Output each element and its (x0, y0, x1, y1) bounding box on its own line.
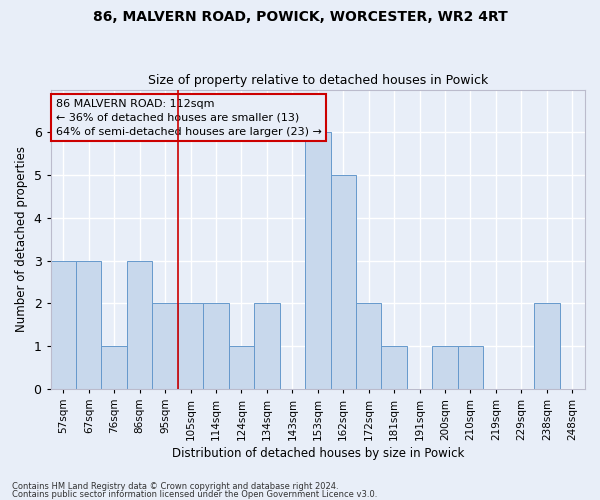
Bar (101, 346, 127, 389)
Bar (178, 304, 203, 389)
Y-axis label: Number of detached properties: Number of detached properties (15, 146, 28, 332)
Text: 86, MALVERN ROAD, POWICK, WORCESTER, WR2 4RT: 86, MALVERN ROAD, POWICK, WORCESTER, WR2… (92, 10, 508, 24)
Bar (382, 346, 407, 389)
Bar (458, 346, 483, 389)
Bar (254, 304, 280, 389)
Text: Contains HM Land Registry data © Crown copyright and database right 2024.: Contains HM Land Registry data © Crown c… (12, 482, 338, 491)
Bar (331, 175, 356, 389)
Bar (229, 346, 254, 389)
Title: Size of property relative to detached houses in Powick: Size of property relative to detached ho… (148, 74, 488, 87)
X-axis label: Distribution of detached houses by size in Powick: Distribution of detached houses by size … (172, 447, 464, 460)
Text: 86 MALVERN ROAD: 112sqm
← 36% of detached houses are smaller (13)
64% of semi-de: 86 MALVERN ROAD: 112sqm ← 36% of detache… (56, 98, 322, 136)
Bar (152, 304, 178, 389)
Bar (50, 260, 76, 389)
Bar (305, 132, 331, 389)
Bar (433, 346, 458, 389)
Bar (203, 304, 229, 389)
Text: Contains public sector information licensed under the Open Government Licence v3: Contains public sector information licen… (12, 490, 377, 499)
Bar (356, 304, 382, 389)
Bar (127, 260, 152, 389)
Bar (76, 260, 101, 389)
Bar (534, 304, 560, 389)
